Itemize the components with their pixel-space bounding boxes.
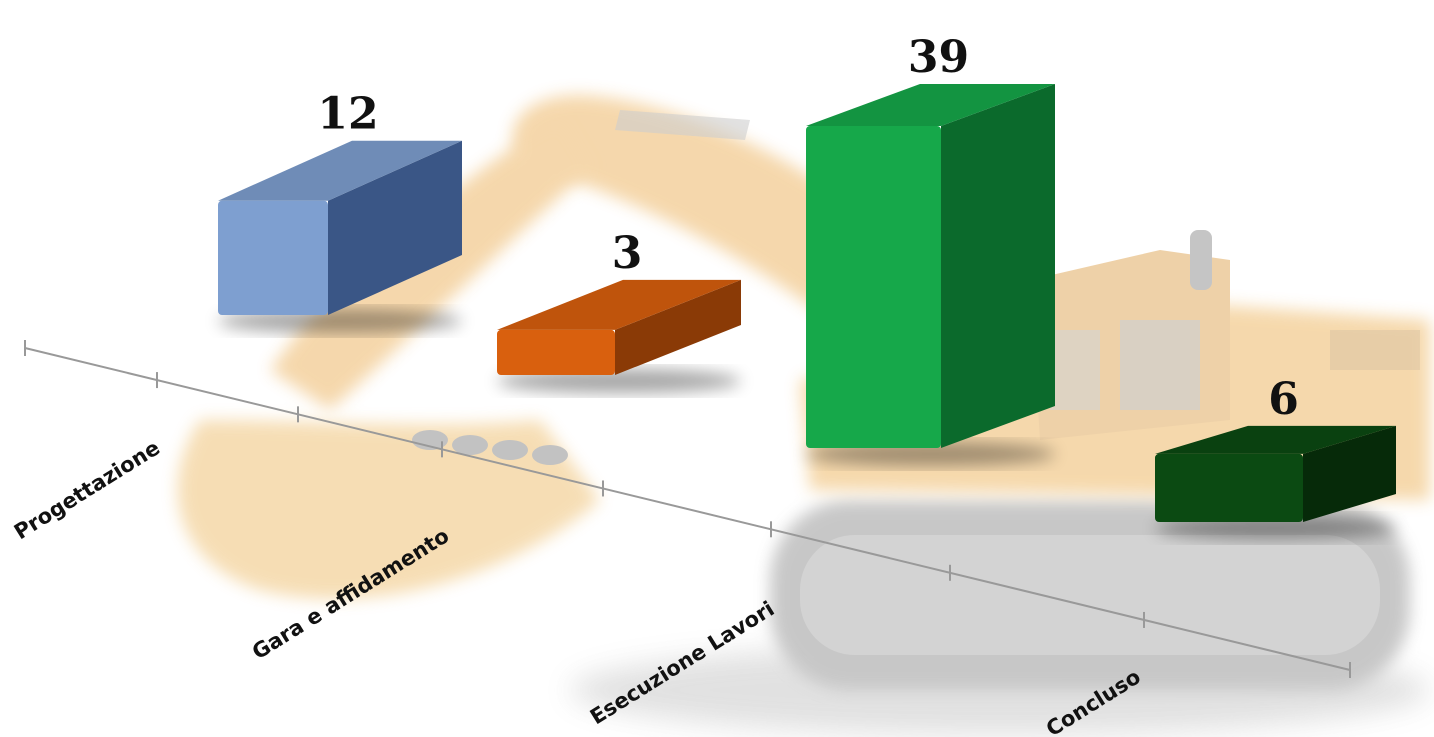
bar-value-label: 39 (908, 32, 969, 83)
bar-side-face (1303, 425, 1396, 522)
bar-top-face (218, 140, 462, 201)
bar-2: 3 (497, 228, 741, 393)
bar-side-face (328, 140, 462, 315)
bar-front-face (806, 126, 941, 448)
bar-side-face (615, 279, 741, 375)
bar-value-label: 12 (317, 89, 378, 140)
bar-value-label: 3 (612, 228, 643, 279)
x-axis (24, 340, 1351, 678)
bar-1: 12 (218, 89, 462, 333)
bar-front-face (218, 200, 328, 315)
bar-top-face (1155, 425, 1396, 454)
bar-top-face (806, 84, 1055, 126)
bar-3: 39 (806, 32, 1055, 466)
bar-value-label: 6 (1268, 374, 1299, 425)
bar-top-face (497, 279, 741, 330)
category-label: Progettazione (10, 436, 164, 545)
bar-front-face (1155, 453, 1303, 522)
x-axis-line (24, 347, 1351, 671)
bar-side-face (941, 84, 1055, 448)
bar-4: 6 (1155, 374, 1396, 540)
bar-front-face (497, 329, 615, 375)
